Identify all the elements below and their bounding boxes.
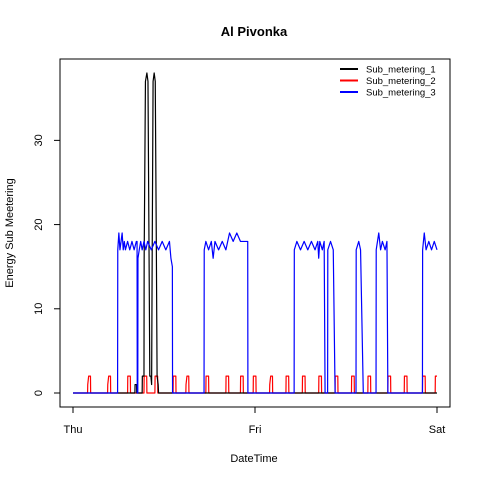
- legend: Sub_metering_1Sub_metering_2Sub_metering…: [340, 65, 436, 99]
- x-axis: Thu Fri Sat: [64, 406, 446, 436]
- legend-label: Sub_metering_2: [366, 76, 436, 87]
- x-tick-label: Sat: [429, 424, 446, 436]
- x-axis-label: DateTime: [230, 453, 277, 465]
- series-line-sub-metering-2: [73, 375, 437, 394]
- y-tick-label: 30: [33, 134, 45, 146]
- series-line-sub-metering-1: [73, 72, 437, 394]
- y-axis-label: Energy Sub Meetering: [4, 178, 16, 287]
- y-tick-label: 20: [33, 218, 45, 230]
- series-layer: [73, 72, 438, 394]
- x-tick-label: Fri: [249, 424, 262, 436]
- chart-title: Al Pivonka: [221, 24, 288, 39]
- y-tick-label: 10: [33, 303, 45, 315]
- series-line-sub-metering-3: [73, 232, 438, 394]
- legend-label: Sub_metering_3: [366, 88, 436, 99]
- x-tick-label: Thu: [64, 424, 83, 436]
- y-tick-label: 0: [33, 390, 45, 396]
- y-axis: 0 10 20 30: [33, 134, 61, 396]
- legend-label: Sub_metering_1: [366, 65, 436, 76]
